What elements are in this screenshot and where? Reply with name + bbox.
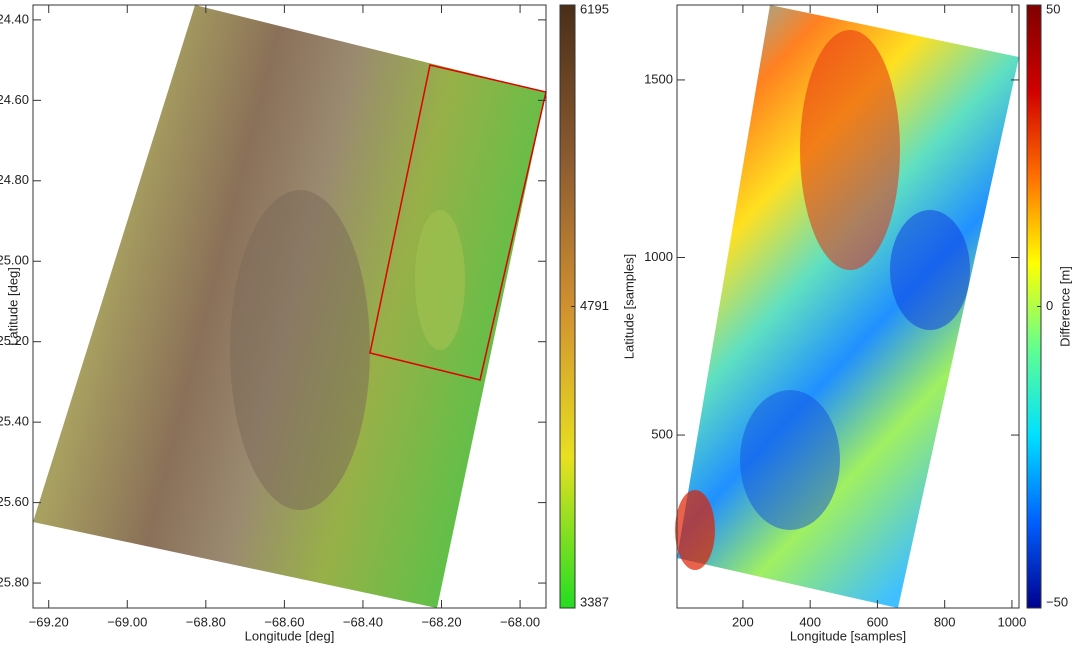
x-tick-label: −69.20: [29, 614, 69, 629]
y-tick-label: 1000: [644, 249, 673, 264]
x-tick-label: 600: [867, 614, 889, 629]
y-tick-label: −24.60: [0, 92, 29, 107]
y-tick-label: −25.00: [0, 253, 29, 268]
y-axis-label: Latitude [samples]: [621, 254, 636, 360]
colorbar-tick-label: 6195: [580, 1, 609, 16]
x-tick-label: 1000: [997, 614, 1026, 629]
y-tick-label: −25.40: [0, 414, 29, 429]
x-tick-label: −69.00: [107, 614, 147, 629]
y-tick-label: −24.80: [0, 172, 29, 187]
colorbar-tick-label: 50: [1046, 1, 1060, 16]
x-tick-label: −68.80: [186, 614, 226, 629]
x-tick-label: −68.00: [500, 614, 540, 629]
y-tick-label: 1500: [644, 71, 673, 86]
x-tick-label: −68.60: [264, 614, 304, 629]
colorbar-label: Difference [m]: [1057, 266, 1072, 347]
dem-image: [33, 5, 546, 608]
x-axis-label: Longitude [samples]: [790, 628, 906, 643]
difference-image: [675, 5, 1019, 608]
colorbar-tick-label: 4791: [580, 298, 609, 313]
figure: −69.20 −69.00 −68.80 −68.60 −68.40 −68.20 −68.…: [0, 0, 1081, 651]
y-tick-label: −25.60: [0, 494, 29, 509]
x-tick-label: −68.20: [421, 614, 461, 629]
x-tick-label: 400: [799, 614, 821, 629]
colorbar-tick-label: −50: [1046, 594, 1068, 609]
x-tick-label: −68.40: [343, 614, 383, 629]
y-axis-label: Latitude [deg]: [5, 267, 20, 346]
x-tick-label: 200: [732, 614, 754, 629]
y-tick-label: −24.40: [0, 11, 29, 26]
x-tick-label: 800: [934, 614, 956, 629]
colorbar-tick-label: 0: [1046, 298, 1053, 313]
y-tick-label: −25.80: [0, 574, 29, 589]
x-axis-label: Longitude [deg]: [245, 628, 335, 643]
colorbar-tick-label: 3387: [580, 594, 609, 609]
y-tick-label: 500: [651, 426, 673, 441]
